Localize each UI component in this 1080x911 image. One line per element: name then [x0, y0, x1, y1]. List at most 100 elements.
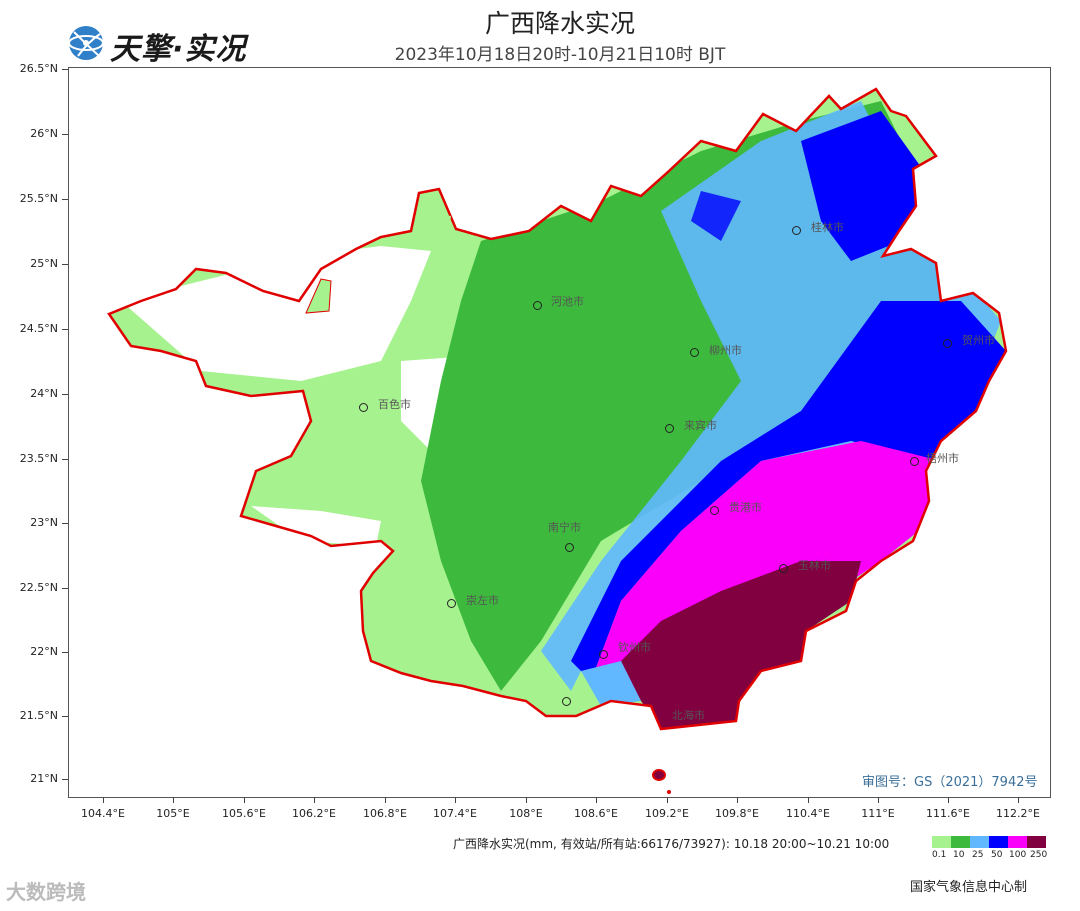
legend-swatch-100: [1008, 836, 1027, 848]
city-label-baise: 百色市: [378, 398, 411, 411]
x-tick-label: 106.2°E: [292, 807, 336, 820]
city-label-wuzhou: 梧州市: [926, 452, 959, 465]
city-label-hechi: 河池市: [551, 295, 584, 308]
x-tick-label: 107.4°E: [433, 807, 477, 820]
city-marker: [359, 403, 368, 412]
y-tickmark: [62, 459, 68, 460]
x-tick-label: 106.8°E: [363, 807, 407, 820]
x-tick-label: 105.6°E: [222, 807, 266, 820]
legend-label: 0.1: [932, 850, 947, 860]
x-tickmark: [596, 797, 597, 803]
city-marker: [690, 348, 699, 357]
x-tickmark: [878, 797, 879, 803]
city-marker: [447, 599, 456, 608]
x-tick-label: 112.2°E: [996, 807, 1040, 820]
city-label-hezhou: 贺州市: [962, 334, 995, 347]
y-tickmark: [62, 588, 68, 589]
x-tick-label: 108°E: [509, 807, 543, 820]
x-tickmark: [244, 797, 245, 803]
city-label-chongzuo: 崇左市: [466, 594, 499, 607]
y-tickmark: [62, 779, 68, 780]
city-marker: [710, 506, 719, 515]
city-marker: [599, 650, 608, 659]
x-tickmark: [737, 797, 738, 803]
y-tickmark: [62, 329, 68, 330]
y-tickmark: [62, 264, 68, 265]
tianqing-logo: 天擎·实况: [66, 22, 266, 67]
y-tick-label: 22°N: [30, 645, 58, 658]
x-tick-label: 111.6°E: [926, 807, 970, 820]
city-label-laibin: 来宾市: [684, 419, 717, 432]
y-tick-label: 25.5°N: [19, 192, 58, 205]
y-tickmark: [62, 199, 68, 200]
x-tickmark: [1018, 797, 1019, 803]
legend-swatch-0.1: [932, 836, 951, 848]
city-marker: [779, 564, 788, 573]
y-tickmark: [62, 716, 68, 717]
y-tick-label: 26°N: [30, 127, 58, 140]
legend-label: 100: [1009, 850, 1027, 860]
legend-swatch-250: [1027, 836, 1046, 848]
producer-credit: 国家气象信息中心制: [910, 880, 1028, 895]
legend-swatch-50: [989, 836, 1008, 848]
y-tickmark: [62, 69, 68, 70]
city-marker: [562, 697, 571, 706]
city-marker: [565, 543, 574, 552]
x-tickmark: [103, 797, 104, 803]
city-label-yulin: 玉林市: [798, 559, 831, 572]
city-marker: [792, 226, 801, 235]
x-tickmark: [808, 797, 809, 803]
legend-label: 25: [972, 850, 984, 860]
city-marker: [943, 339, 952, 348]
y-tick-label: 25°N: [30, 257, 58, 270]
city-label-qinzhou: 钦州市: [618, 641, 651, 654]
precipitation-map: [107, 87, 1008, 794]
y-tickmark: [62, 394, 68, 395]
legend-label: 50: [991, 850, 1003, 860]
x-tick-label: 108.6°E: [574, 807, 618, 820]
x-tickmark: [667, 797, 668, 803]
y-tickmark: [62, 652, 68, 653]
city-marker: [665, 424, 674, 433]
city-label-guilin: 桂林市: [811, 221, 844, 234]
x-tickmark: [455, 797, 456, 803]
legend-label: 10: [953, 850, 965, 860]
city-label-guigang: 贵港市: [729, 501, 762, 514]
x-tickmark: [314, 797, 315, 803]
legend-caption: 广西降水实况(mm, 有效站/所有站:66176/73927): 10.18 2…: [453, 837, 890, 851]
city-label-liuzhou: 柳州市: [709, 344, 742, 357]
x-tickmark: [948, 797, 949, 803]
city-label-beihai: 北海市: [672, 709, 705, 722]
x-tick-label: 105°E: [156, 807, 190, 820]
watermark: 大数跨境: [6, 880, 86, 904]
y-tick-label: 26.5°N: [19, 62, 58, 75]
x-tick-label: 110.4°E: [786, 807, 830, 820]
y-tick-label: 23.5°N: [19, 452, 58, 465]
legend-swatch-10: [951, 836, 970, 848]
city-marker: [533, 301, 542, 310]
city-label-nanning: 南宁市: [548, 521, 581, 534]
map-title: 广西降水实况: [484, 9, 635, 38]
x-tick-label: 109.2°E: [645, 807, 689, 820]
brand-name: 天擎·实况: [110, 32, 247, 67]
x-tickmark: [173, 797, 174, 803]
legend-label: 250: [1030, 850, 1048, 860]
map-approval-number: 审图号：GS（2021）7942号: [862, 775, 1038, 790]
x-tick-label: 104.4°E: [81, 807, 125, 820]
y-tick-label: 24.5°N: [19, 322, 58, 335]
x-tick-label: 111°E: [861, 807, 895, 820]
y-tick-label: 21°N: [30, 772, 58, 785]
legend-color-bar: [932, 836, 1046, 848]
x-tick-label: 109.8°E: [715, 807, 759, 820]
map-frame: [68, 67, 1051, 798]
y-tick-label: 21.5°N: [19, 709, 58, 722]
legend-swatch-25: [970, 836, 989, 848]
y-tick-label: 24°N: [30, 387, 58, 400]
map-subtitle: 2023年10月18日20时-10月21日10时 BJT: [394, 45, 726, 65]
city-marker: [910, 457, 919, 466]
y-tickmark: [62, 523, 68, 524]
x-tickmark: [526, 797, 527, 803]
y-tick-label: 23°N: [30, 516, 58, 529]
x-tickmark: [385, 797, 386, 803]
y-tick-label: 22.5°N: [19, 581, 58, 594]
